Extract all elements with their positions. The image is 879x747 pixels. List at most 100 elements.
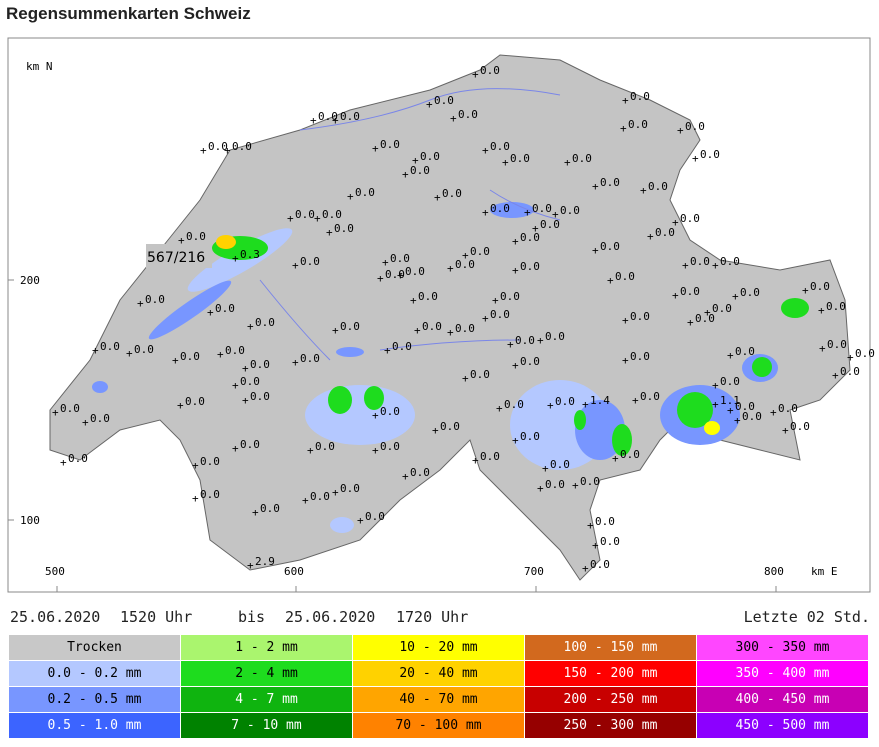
callout: 567/216 — [147, 250, 205, 266]
station-value: 0.0 — [735, 345, 755, 358]
station-value: 0.0 — [340, 320, 360, 333]
station-marker: + — [647, 230, 654, 243]
station-marker: + — [682, 259, 689, 272]
axis-label: km E — [811, 565, 838, 578]
station-value: 0.0 — [440, 420, 460, 433]
station-marker: + — [177, 399, 184, 412]
station-marker: + — [314, 212, 321, 225]
station-value: 0.0 — [520, 355, 540, 368]
station-marker: + — [172, 354, 179, 367]
station-value: 0.0 — [410, 466, 430, 479]
station-marker: + — [547, 399, 554, 412]
station-marker: + — [592, 180, 599, 193]
station-marker: + — [224, 144, 231, 157]
country-shape — [49, 54, 851, 581]
station-marker: + — [572, 479, 579, 492]
station-value: 0.0 — [200, 455, 220, 468]
station-marker: + — [732, 290, 739, 303]
station-value: 0.0 — [405, 265, 425, 278]
station-value: 0.0 — [580, 475, 600, 488]
station-value: 0.0 — [590, 558, 610, 571]
rivers — [259, 88, 561, 361]
station-value: 0.0 — [240, 375, 260, 388]
station-value: 1.4 — [590, 394, 610, 407]
station-marker: + — [512, 359, 519, 372]
station-value: 0.0 — [740, 286, 760, 299]
station-marker: + — [564, 156, 571, 169]
station-marker: + — [622, 94, 629, 107]
station-marker: + — [592, 539, 599, 552]
station-marker: + — [192, 492, 199, 505]
station-value: 0.0 — [695, 312, 715, 325]
legend-item: 300 - 350 mm — [696, 634, 869, 661]
legend-item: 250 - 300 mm — [524, 712, 697, 739]
station-marker: + — [247, 320, 254, 333]
station-marker: + — [687, 316, 694, 329]
station-marker: + — [414, 324, 421, 337]
station-value: 0.0 — [600, 240, 620, 253]
station-value: 0.0 — [295, 208, 315, 221]
station-value: 0.0 — [620, 448, 640, 461]
x-tick-label: 600 — [284, 565, 304, 578]
page-title: Regensummenkarten Schweiz — [6, 4, 251, 23]
station-value: 0.0 — [700, 148, 720, 161]
station-value: 0.0 — [380, 440, 400, 453]
station-value: 0.0 — [100, 340, 120, 353]
precipitation-areas — [92, 202, 809, 533]
station-marker: + — [412, 154, 419, 167]
station-marker: + — [677, 124, 684, 137]
legend-item: 450 - 500 mm — [696, 712, 869, 739]
station-value: 0.0 — [215, 302, 235, 315]
legend-item: 10 - 20 mm — [352, 634, 525, 661]
station-value: 0.0 — [500, 290, 520, 303]
station-marker: + — [592, 244, 599, 257]
axis-label: km N — [26, 60, 53, 73]
station-marker: + — [450, 112, 457, 125]
station-marker: + — [52, 406, 59, 419]
station-value: 0.0 — [826, 300, 846, 313]
station-value: 0.0 — [232, 140, 252, 153]
legend-item: 20 - 40 mm — [352, 660, 525, 687]
legend-row: 0.5 - 1.0 mm 7 - 10 mm 70 - 100 mm 250 - 30… — [8, 712, 869, 739]
station-marker: + — [426, 98, 433, 111]
station-value: 0.0 — [572, 152, 592, 165]
legend-item: 100 - 150 mm — [524, 634, 697, 661]
x-tick-label: 800 — [764, 565, 784, 578]
station-marker: + — [242, 362, 249, 375]
station-marker: + — [372, 142, 379, 155]
station-marker: + — [512, 434, 519, 447]
station-marker: + — [582, 398, 589, 411]
station-marker: + — [734, 414, 741, 427]
legend-item: 0.0 - 0.2 mm — [8, 660, 181, 687]
station-value: 0.0 — [180, 350, 200, 363]
station-value: 0.0 — [208, 140, 228, 153]
station-marker: + — [200, 144, 207, 157]
station-marker: + — [357, 514, 364, 527]
station-marker: + — [582, 562, 589, 575]
station-marker: + — [672, 216, 679, 229]
station-value: 0.0 — [340, 110, 360, 123]
station-value: 0.0 — [422, 320, 442, 333]
station-value: 0.0 — [60, 402, 80, 415]
station-value: 0.0 — [648, 180, 668, 193]
station-value: 0.0 — [742, 410, 762, 423]
legend-item: 40 - 70 mm — [352, 686, 525, 713]
station-marker: + — [640, 184, 647, 197]
station-value: 0.0 — [90, 412, 110, 425]
station-value: 0.0 — [545, 478, 565, 491]
to-time: 1720 Uhr — [396, 608, 469, 626]
station-value: 0.0 — [840, 365, 860, 378]
station-value: 0.0 — [685, 120, 705, 133]
station-value: 0.0 — [550, 458, 570, 471]
station-value: 0.3 — [240, 248, 260, 261]
station-marker: + — [712, 259, 719, 272]
station-value: 0.0 — [480, 450, 500, 463]
station-marker: + — [462, 372, 469, 385]
from-time: 1520 Uhr — [120, 608, 193, 626]
station-marker: + — [612, 452, 619, 465]
station-value: 0.0 — [380, 405, 400, 418]
station-marker: + — [482, 144, 489, 157]
station-value: 0.0 — [260, 502, 280, 515]
station-value: 0.0 — [134, 343, 154, 356]
